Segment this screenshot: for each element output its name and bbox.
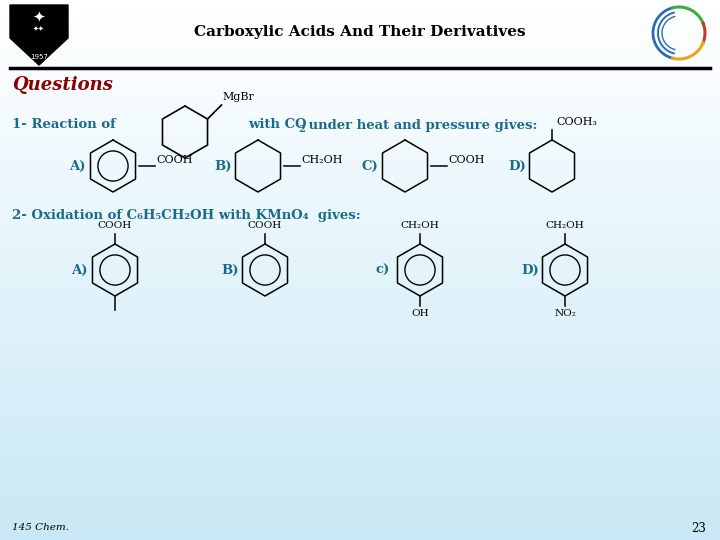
Text: MgBr: MgBr (222, 92, 254, 102)
Bar (0, 513, 720, 523)
Bar (0, 234, 720, 244)
Text: D): D) (508, 159, 526, 172)
Bar (0, 414, 720, 424)
Bar (0, 144, 720, 154)
Text: COOH: COOH (98, 221, 132, 231)
Polygon shape (10, 5, 68, 65)
Bar (0, 405, 720, 415)
Text: Questions: Questions (12, 76, 113, 94)
Text: ✦✦: ✦✦ (33, 26, 45, 32)
Bar (0, 198, 720, 208)
Bar (0, 45, 720, 55)
Text: 2- Oxidation of C₆H₅CH₂OH with KMnO₄  gives:: 2- Oxidation of C₆H₅CH₂OH with KMnO₄ giv… (12, 208, 361, 221)
Bar (0, 504, 720, 514)
Bar (0, 324, 720, 334)
Bar (0, 126, 720, 136)
Bar (0, 450, 720, 460)
Bar (0, 396, 720, 406)
Bar (0, 495, 720, 505)
Bar (0, 378, 720, 388)
Bar (0, 171, 720, 181)
Text: COOH: COOH (156, 155, 192, 165)
Bar (0, 99, 720, 109)
Bar (0, 81, 720, 91)
Text: D): D) (521, 264, 539, 276)
Bar (0, 387, 720, 397)
Bar (0, 486, 720, 496)
Bar (0, 369, 720, 379)
Bar (0, 72, 720, 82)
Bar (0, 135, 720, 145)
Text: A): A) (69, 159, 86, 172)
Bar (0, 477, 720, 487)
Text: 145 Chem.: 145 Chem. (12, 523, 69, 532)
Bar (0, 270, 720, 280)
Bar (0, 360, 720, 370)
Bar (0, 288, 720, 298)
Bar (0, 0, 720, 10)
Bar (0, 333, 720, 343)
Bar (0, 207, 720, 217)
Text: under heat and pressure gives:: under heat and pressure gives: (304, 118, 538, 132)
Bar (0, 63, 720, 73)
Text: B): B) (214, 159, 232, 172)
Bar (0, 315, 720, 325)
Text: COOH: COOH (448, 155, 485, 165)
Text: CH₂OH: CH₂OH (400, 221, 439, 231)
Bar (0, 243, 720, 253)
Text: COOH: COOH (248, 221, 282, 231)
Bar (0, 351, 720, 361)
Text: 1957: 1957 (30, 54, 48, 60)
Text: c): c) (376, 264, 390, 276)
Bar (0, 189, 720, 199)
Bar (0, 531, 720, 540)
Bar (0, 90, 720, 100)
Bar (0, 432, 720, 442)
Bar (0, 279, 720, 289)
Bar (0, 108, 720, 118)
Text: OH: OH (411, 309, 429, 319)
Text: 23: 23 (691, 522, 706, 535)
Bar (0, 162, 720, 172)
Bar (0, 27, 720, 37)
Bar (0, 225, 720, 235)
Bar (0, 522, 720, 532)
Text: 2: 2 (298, 125, 305, 133)
Bar (0, 180, 720, 190)
Text: C): C) (361, 159, 378, 172)
Bar (0, 216, 720, 226)
Text: COOH₃: COOH₃ (556, 117, 597, 127)
Bar (0, 441, 720, 451)
Bar (0, 117, 720, 127)
Text: NO₂: NO₂ (554, 309, 576, 319)
Bar (0, 18, 720, 28)
Bar (0, 459, 720, 469)
Text: 1- Reaction of: 1- Reaction of (12, 118, 116, 132)
Text: CH₂OH: CH₂OH (546, 221, 585, 231)
Bar (0, 423, 720, 433)
Text: CH₂OH: CH₂OH (301, 155, 343, 165)
Text: ✦: ✦ (32, 10, 45, 24)
Bar (0, 297, 720, 307)
Text: A): A) (71, 264, 88, 276)
Bar (0, 468, 720, 478)
Bar (0, 9, 720, 19)
Bar (0, 261, 720, 271)
Bar (0, 36, 720, 46)
Bar (0, 153, 720, 163)
Bar (0, 252, 720, 262)
Text: with CO: with CO (248, 118, 307, 132)
Text: Carboxylic Acids And Their Derivatives: Carboxylic Acids And Their Derivatives (194, 25, 526, 39)
Bar (0, 342, 720, 352)
Bar (0, 54, 720, 64)
Bar (0, 306, 720, 316)
Text: B): B) (221, 264, 238, 276)
